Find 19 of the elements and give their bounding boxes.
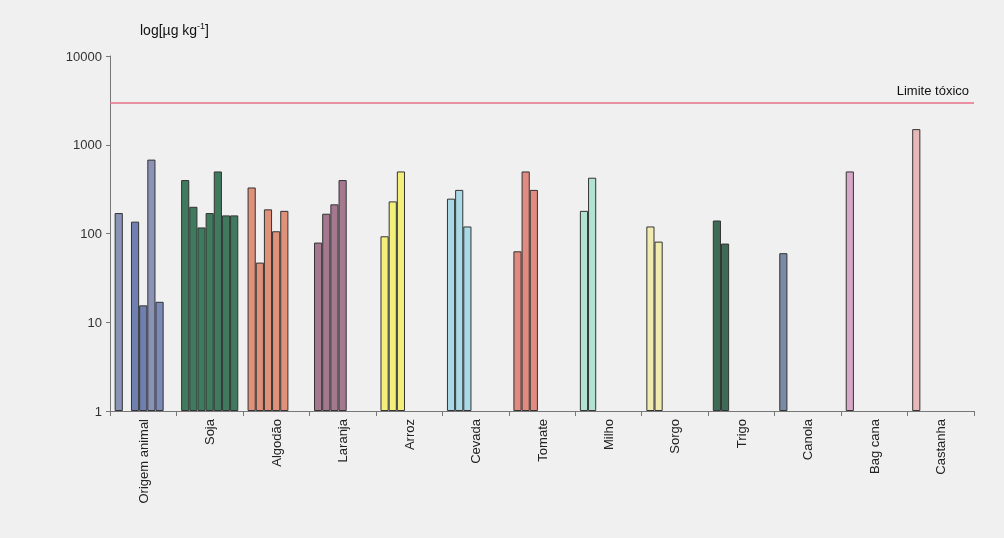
y-tick-label: 10: [87, 314, 102, 330]
x-tick-label: Cevada: [468, 418, 484, 464]
x-tick-label: Tomate: [534, 419, 550, 462]
x-tick-label: Soja: [202, 418, 218, 446]
x-tick-label: Canola: [800, 418, 816, 461]
x-tick-label: Trigo: [733, 419, 749, 449]
x-tick-label: Origem animal: [135, 418, 151, 504]
x-tick-label: Castanha: [933, 418, 949, 475]
ref-line-label: Limite tóxico: [896, 83, 969, 99]
y-tick-label: 1000: [73, 137, 102, 153]
x-tick-label: Arroz: [401, 419, 417, 451]
x-tick-label: Algodão: [268, 419, 284, 467]
x-tick-label: Milho: [600, 419, 616, 451]
x-tick-label: Sorgo: [667, 419, 683, 454]
y-tick-label: 10000: [65, 48, 102, 64]
y-tick-label: 100: [80, 226, 102, 241]
x-tick-label: Laranja: [335, 418, 351, 463]
y-tick-label: 1: [94, 403, 102, 419]
x-tick-label: Bag cana: [866, 418, 882, 474]
